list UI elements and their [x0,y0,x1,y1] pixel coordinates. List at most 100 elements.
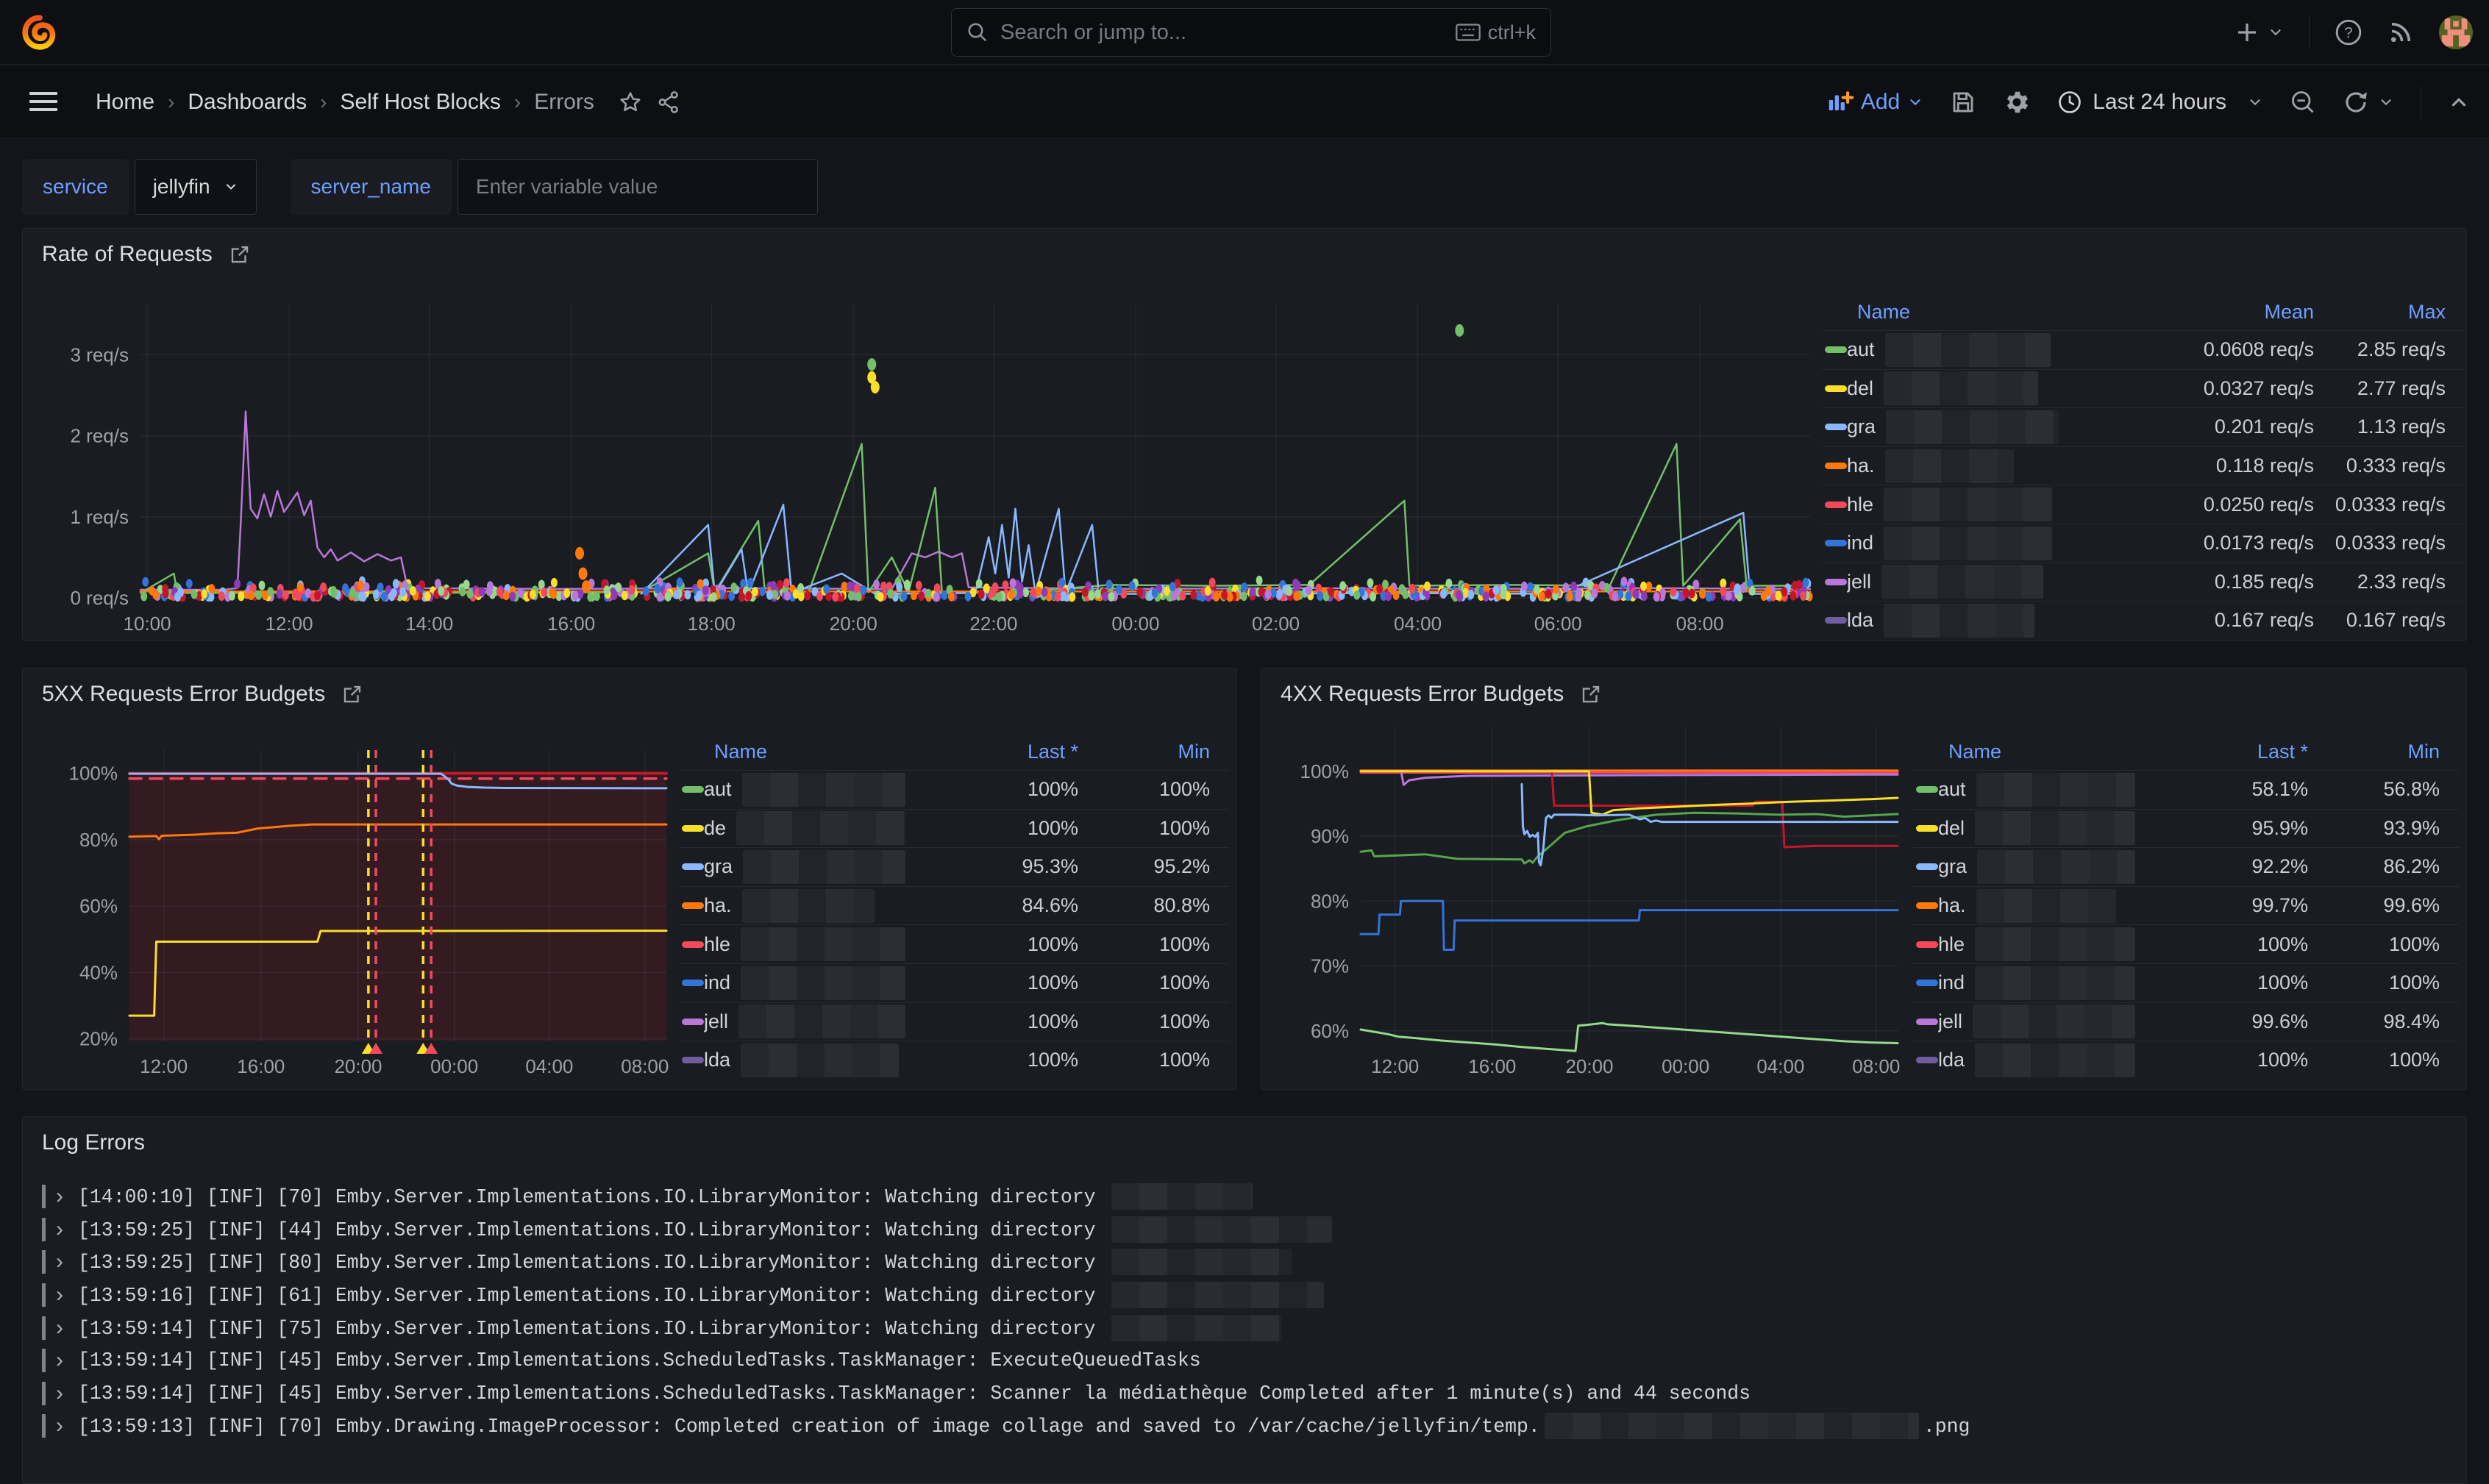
series-name[interactable]: hle [704,927,905,961]
series-name[interactable]: ha. [1938,889,2135,923]
series-name[interactable]: gra [1847,410,2141,444]
legend-header-name[interactable]: Name [679,741,905,763]
series-name[interactable]: gra [1938,850,2135,884]
legend-row[interactable]: jell 100% 100% [679,1002,1229,1041]
series-name[interactable]: aut [704,773,905,807]
save-dashboard-button[interactable] [1950,89,1976,115]
legend-row[interactable]: ind 0.0173 req/s 0.0333 req/s [1822,524,2465,563]
series-name[interactable]: hle [1938,927,2135,961]
variable-service-select[interactable]: jellyfin [135,159,257,215]
menu-toggle-button[interactable] [29,92,57,116]
series-name[interactable]: ind [1847,527,2141,560]
series-name[interactable]: lda [1938,1044,2135,1077]
help-button[interactable]: ? [2335,18,2362,46]
legend-header-last[interactable]: Last * [2135,741,2308,763]
legend-row[interactable]: jell 0.185 req/s 2.33 req/s [1822,563,2465,602]
legend-row[interactable]: hle 100% 100% [679,924,1229,963]
log-row[interactable]: › [14:00:10] [INF] [70] Emby.Server.Impl… [42,1180,2447,1213]
legend-row[interactable]: lda 100% 100% [1913,1041,2459,1080]
dashboard-settings-button[interactable] [2003,88,2031,116]
legend-header-mean[interactable]: Mean [2141,301,2314,324]
series-name[interactable]: jell [1847,565,2141,599]
legend-row[interactable]: aut 100% 100% [679,770,1229,809]
5xx-error-budget-chart[interactable]: 12:0016:0020:0000:0004:0008:00100%80%60%… [30,717,677,1085]
series-name[interactable]: ha. [704,889,905,923]
rate-of-requests-chart[interactable]: 10:0012:0014:0016:0018:0020:0022:0000:00… [30,274,1832,636]
legend-header-last[interactable]: Last * [905,741,1078,763]
legend-header-min[interactable]: Min [1078,741,1229,763]
legend-header-name[interactable]: Name [1822,301,2141,324]
favorite-button[interactable] [618,90,643,115]
add-panel-button[interactable]: Add [1826,88,1923,116]
external-link-icon[interactable] [1580,683,1602,705]
legend-header-name[interactable]: Name [1913,741,2135,763]
collapse-toolbar-button[interactable] [2448,91,2470,113]
legend-row[interactable]: del 0.0327 req/s 2.77 req/s [1822,369,2465,408]
legend-row[interactable]: ind 100% 100% [1913,963,2459,1002]
log-row[interactable]: › [13:59:25] [INF] [44] Emby.Server.Impl… [42,1213,2447,1246]
breadcrumb-folder[interactable]: Self Host Blocks [340,90,500,115]
legend-row[interactable]: hle 0.0250 req/s 0.0333 req/s [1822,485,2465,524]
legend-row[interactable]: ind 100% 100% [679,963,1229,1002]
external-link-icon[interactable] [229,243,251,265]
share-button[interactable] [656,90,681,115]
4xx-error-budget-chart[interactable]: 12:0016:0020:0000:0004:0008:00100%90%80%… [1269,717,1901,1085]
expand-chevron-icon[interactable]: › [56,1348,78,1373]
series-name[interactable]: lda [1847,604,2141,638]
zoom-out-time-button[interactable] [2290,89,2316,115]
legend-row[interactable]: ha. 0.118 req/s 0.333 req/s [1822,446,2465,485]
panel-title-5xx[interactable]: 5XX Requests Error Budgets [42,682,363,707]
news-button[interactable] [2387,19,2414,46]
legend-row[interactable]: ha. 99.7% 99.6% [1913,886,2459,925]
series-name[interactable]: ha. [1847,449,2141,483]
series-name[interactable]: ind [1938,966,2135,1000]
legend-row[interactable]: lda 100% 100% [679,1041,1229,1080]
expand-chevron-icon[interactable]: › [56,1217,78,1242]
legend-row[interactable]: gra 92.2% 86.2% [1913,847,2459,886]
log-row[interactable]: › [13:59:14] [INF] [45] Emby.Server.Impl… [42,1377,2447,1410]
legend-row[interactable]: ha. 84.6% 80.8% [679,886,1229,925]
expand-chevron-icon[interactable]: › [56,1316,78,1341]
expand-chevron-icon[interactable]: › [56,1249,78,1274]
external-link-icon[interactable] [341,683,363,705]
global-search-input[interactable]: Search or jump to... ctrl+k [951,8,1551,57]
legend-row[interactable]: aut 0.0608 req/s 2.85 req/s [1822,330,2465,369]
series-name[interactable]: aut [1847,333,2141,367]
log-row[interactable]: › [13:59:16] [INF] [61] Emby.Server.Impl… [42,1279,2447,1312]
panel-title-logs[interactable]: Log Errors [42,1130,145,1155]
series-name[interactable]: aut [1938,773,2135,807]
legend-row[interactable]: aut 58.1% 56.8% [1913,770,2459,809]
refresh-button[interactable] [2343,89,2394,115]
legend-row[interactable]: de 100% 100% [679,809,1229,848]
log-row[interactable]: › [13:59:13] [INF] [70] Emby.Drawing.Ima… [42,1410,2447,1443]
series-name[interactable]: ind [704,966,905,1000]
variable-server-name-input[interactable]: Enter variable value [457,159,818,215]
breadcrumb-dashboards[interactable]: Dashboards [188,90,307,115]
log-row[interactable]: › [13:59:14] [INF] [75] Emby.Server.Impl… [42,1311,2447,1344]
series-name[interactable]: jell [704,1005,905,1038]
legend-row[interactable]: gra 0.201 req/s 1.13 req/s [1822,407,2465,446]
legend-header-max[interactable]: Max [2314,301,2465,324]
legend-header-min[interactable]: Min [2308,741,2459,763]
panel-title-4xx[interactable]: 4XX Requests Error Budgets [1281,682,1602,707]
series-name[interactable]: gra [704,850,905,884]
grafana-logo[interactable] [19,12,60,53]
log-row[interactable]: › [13:59:14] [INF] [45] Emby.Server.Impl… [42,1344,2447,1377]
legend-row[interactable]: jell 99.6% 98.4% [1913,1002,2459,1041]
series-name[interactable]: jell [1938,1005,2135,1038]
series-name[interactable]: lda [704,1044,905,1077]
expand-chevron-icon[interactable]: › [56,1413,78,1438]
user-avatar[interactable] [2439,15,2473,49]
series-name[interactable]: del [1938,811,2135,845]
legend-row[interactable]: lda 0.167 req/s 0.167 req/s [1822,601,2465,640]
legend-row[interactable]: hle 100% 100% [1913,924,2459,963]
series-name[interactable]: de [704,811,905,845]
log-row[interactable]: › [13:59:25] [INF] [80] Emby.Server.Impl… [42,1246,2447,1279]
panel-title-rate[interactable]: Rate of Requests [42,242,251,267]
breadcrumb-home[interactable]: Home [96,90,154,115]
expand-chevron-icon[interactable]: › [56,1184,78,1209]
series-name[interactable]: del [1847,371,2141,405]
expand-chevron-icon[interactable]: › [56,1283,78,1308]
time-range-picker[interactable]: Last 24 hours [2057,90,2263,115]
new-button[interactable] [2234,19,2284,46]
